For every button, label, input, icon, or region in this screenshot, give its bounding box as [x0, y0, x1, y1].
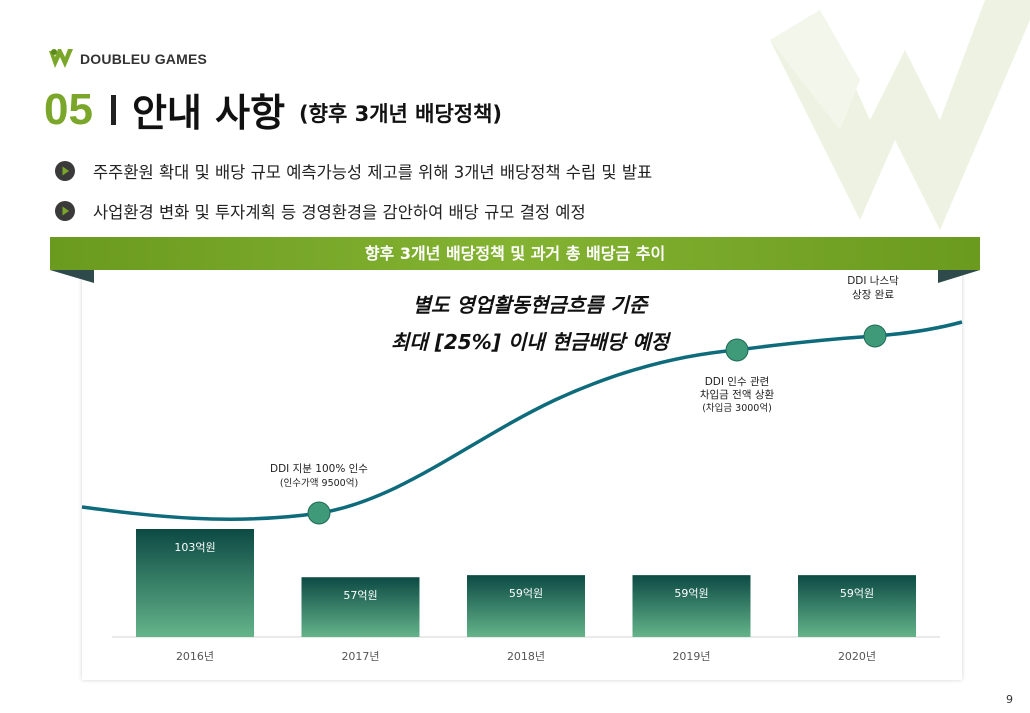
- brand-name: DOUBLEU GAMES: [80, 51, 208, 67]
- bar-value-label: 59억원: [509, 587, 543, 600]
- brand-logo: DOUBLEU GAMES: [48, 48, 207, 70]
- milestone-marker: [307, 501, 331, 525]
- title-divider: [110, 94, 116, 125]
- bullet-item: 주주환원 확대 및 배당 규모 예측가능성 제고를 위해 3개년 배당정책 수립…: [55, 158, 652, 184]
- play-circle-icon: [55, 201, 75, 221]
- bar-2016년: [136, 529, 254, 637]
- bars-group: 103억원 2016년 57억원 2017년 59억원 2018년 59억원 2019년 59억…: [136, 529, 916, 663]
- bullet-list: 주주환원 확대 및 배당 규모 예측가능성 제고를 위해 3개년 배당정책 수립…: [55, 158, 652, 238]
- banner-title: 향후 3개년 배당정책 및 과거 총 배당금 추이: [364, 244, 666, 263]
- section-number: 05: [44, 84, 93, 134]
- play-circle-icon: [55, 161, 75, 181]
- milestone-marker: [725, 338, 749, 362]
- bar-2017년: [301, 577, 420, 637]
- annotation-line-2: 최대 [25%] 이내 현금배당 예정: [390, 330, 669, 354]
- title-text: 안내 사항: [131, 91, 286, 135]
- page-number: 9: [1006, 693, 1013, 706]
- page-title: 05 안내 사항 (향후 3개년 배당정책): [44, 82, 502, 137]
- milestone-label: 차입금 전액 상환: [700, 388, 775, 401]
- x-tick-label: 2017년: [341, 650, 379, 663]
- x-tick-label: 2019년: [672, 650, 710, 663]
- milestone-label: DDI 인수 관련: [705, 376, 770, 388]
- bar-2018년: [467, 575, 585, 637]
- milestone-label: (차입금 3000억): [702, 402, 772, 414]
- bullet-item: 사업환경 변화 및 투자계획 등 경영환경을 감안하여 배당 규모 결정 예정: [55, 198, 652, 224]
- title-subtitle: (향후 3개년 배당정책): [299, 101, 503, 126]
- bar-value-label: 59억원: [840, 587, 874, 600]
- doubleu-logo-icon: [49, 49, 73, 68]
- milestone-label: (인수가액 9500억): [280, 477, 358, 489]
- bullet-text: 사업환경 변화 및 투자계획 등 경영환경을 감안하여 배당 규모 결정 예정: [93, 203, 586, 222]
- policy-annotation: 별도 영업활동현금흐름 기준 최대 [25%] 이내 현금배당 예정: [340, 287, 720, 361]
- milestone-label: DDI 지분 100% 인수: [270, 463, 368, 475]
- milestone-label: 상장 완료: [852, 288, 894, 301]
- bar-2020년: [798, 575, 916, 637]
- x-tick-label: 2020년: [838, 650, 876, 663]
- x-tick-label: 2016년: [176, 650, 214, 663]
- chart-banner: [50, 237, 980, 283]
- bar-2019년: [632, 575, 751, 637]
- bar-value-label: 103억원: [174, 541, 215, 554]
- bar-value-label: 59억원: [674, 587, 708, 600]
- milestone-label: DDI 나스닥: [847, 275, 899, 287]
- milestone-marker: [863, 324, 887, 348]
- annotation-line-1: 별도 영업활동현금흐름 기준: [412, 293, 648, 317]
- x-tick-label: 2018년: [507, 650, 545, 663]
- bullet-text: 주주환원 확대 및 배당 규모 예측가능성 제고를 위해 3개년 배당정책 수립…: [93, 163, 653, 182]
- bar-value-label: 57억원: [343, 589, 377, 602]
